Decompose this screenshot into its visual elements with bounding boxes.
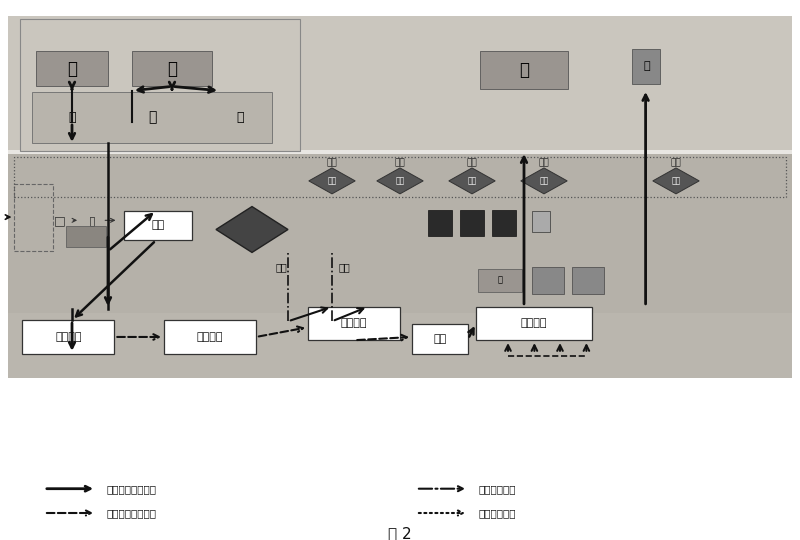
Bar (8, 150, 792, 154)
Text: 分析: 分析 (327, 177, 337, 185)
Text: 🚗: 🚗 (148, 110, 156, 124)
Text: 允并: 允并 (539, 177, 549, 185)
Bar (20, 19, 300, 151)
Bar (632, 49, 660, 84)
Text: ▯: ▯ (89, 214, 95, 227)
Bar (66, 226, 106, 247)
Bar (32, 92, 272, 143)
Polygon shape (521, 168, 567, 194)
Polygon shape (653, 168, 699, 194)
Text: 💥: 💥 (236, 111, 244, 124)
Text: 允计: 允计 (394, 159, 406, 167)
Text: 通知: 通知 (151, 220, 165, 231)
Text: 📱: 📱 (643, 62, 650, 71)
Text: 🚗: 🚗 (167, 59, 177, 78)
Bar (412, 324, 468, 354)
Text: ▮▮: ▮▮ (125, 214, 139, 227)
Bar (532, 211, 550, 232)
Polygon shape (309, 168, 355, 194)
Text: 允计: 允计 (395, 177, 405, 185)
Bar (308, 307, 400, 340)
Bar (476, 307, 592, 340)
Text: 外部命令控制: 外部命令控制 (478, 484, 516, 494)
Text: 读取: 读取 (467, 177, 477, 185)
Text: 内部命令控制: 内部命令控制 (478, 508, 516, 518)
Bar (8, 16, 792, 151)
Text: 图 2: 图 2 (388, 526, 412, 540)
Text: 🚗: 🚗 (519, 61, 529, 79)
Bar (428, 210, 452, 236)
Text: 启动: 启动 (276, 262, 287, 272)
Bar (492, 210, 516, 236)
Text: 🚗: 🚗 (498, 276, 502, 285)
Bar (8, 154, 792, 313)
Polygon shape (377, 168, 423, 194)
Text: 💥: 💥 (68, 111, 76, 124)
Bar (14, 157, 786, 197)
Polygon shape (216, 206, 288, 252)
Bar (8, 313, 792, 378)
Text: 计算仿真: 计算仿真 (341, 319, 367, 328)
Text: 读取: 读取 (671, 177, 681, 185)
Bar (36, 51, 108, 86)
Text: 结果: 结果 (434, 334, 446, 344)
Bar (478, 269, 522, 292)
Bar (532, 267, 564, 294)
Bar (164, 320, 256, 354)
Text: 🚛: 🚛 (67, 59, 77, 78)
Text: 停止: 停止 (338, 262, 350, 272)
Bar (480, 51, 568, 89)
Text: 数据存储: 数据存储 (55, 332, 82, 342)
Text: 结果分解: 结果分解 (521, 319, 547, 328)
Bar (124, 211, 192, 240)
Text: 内部文件数据传输: 内部文件数据传输 (106, 508, 157, 518)
Bar (132, 51, 212, 86)
Text: 读取: 读取 (466, 159, 478, 167)
Text: 允并: 允并 (538, 159, 550, 167)
Text: 外部文件数据传输: 外部文件数据传输 (106, 484, 157, 494)
Text: □: □ (54, 214, 66, 227)
Bar (460, 210, 484, 236)
Text: 模型匹配: 模型匹配 (197, 332, 223, 342)
Bar (14, 184, 53, 251)
Text: 读取: 读取 (670, 159, 682, 167)
Bar (22, 320, 114, 354)
Polygon shape (449, 168, 495, 194)
Text: 分析: 分析 (326, 159, 338, 167)
Bar (572, 267, 604, 294)
